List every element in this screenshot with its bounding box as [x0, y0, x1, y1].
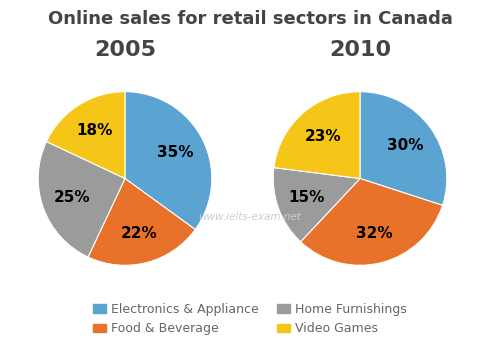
Text: 22%: 22%	[120, 226, 158, 241]
Text: 32%: 32%	[356, 226, 393, 241]
Wedge shape	[360, 92, 447, 205]
Legend: Electronics & Appliance, Food & Beverage, Home Furnishings, Video Games: Electronics & Appliance, Food & Beverage…	[88, 298, 411, 340]
Text: 18%: 18%	[76, 123, 113, 138]
Wedge shape	[125, 92, 212, 230]
Text: 2005: 2005	[94, 40, 156, 60]
Wedge shape	[88, 178, 195, 265]
Wedge shape	[273, 168, 360, 242]
Text: 30%: 30%	[388, 138, 424, 153]
Text: 15%: 15%	[288, 190, 325, 205]
Text: www.ielts-exam.net: www.ielts-exam.net	[198, 212, 302, 222]
Text: 35%: 35%	[157, 145, 194, 160]
Text: Online sales for retail sectors in Canada: Online sales for retail sectors in Canad…	[48, 10, 452, 28]
Wedge shape	[300, 178, 442, 265]
Text: 25%: 25%	[54, 190, 90, 205]
Wedge shape	[46, 92, 125, 178]
Wedge shape	[274, 92, 360, 178]
Text: 23%: 23%	[304, 129, 341, 144]
Text: 2010: 2010	[329, 40, 391, 60]
Wedge shape	[38, 141, 125, 257]
